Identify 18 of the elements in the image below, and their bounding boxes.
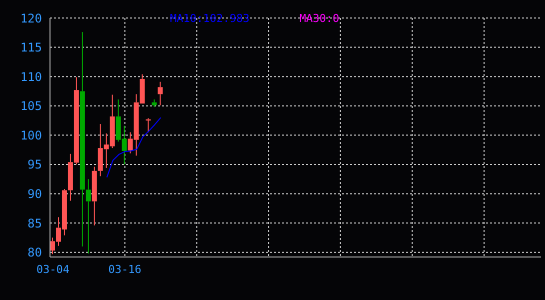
annotation: MA30:0 bbox=[299, 12, 340, 25]
x-tick-label: 03-16 bbox=[108, 262, 142, 276]
candlestick bbox=[86, 178, 91, 254]
y-tick-label: 90 bbox=[28, 186, 42, 201]
y-tick-label: 115 bbox=[20, 40, 42, 55]
candlestick bbox=[158, 81, 163, 106]
x-tick-label: 03-04 bbox=[36, 262, 70, 276]
text: MA10:102.983 bbox=[170, 12, 250, 25]
y-tick-label: 85 bbox=[28, 216, 42, 230]
y-tick-label: 110 bbox=[20, 70, 42, 84]
y-tick-label: 120 bbox=[20, 11, 42, 26]
line-series bbox=[106, 117, 162, 178]
y-tick-label: 80 bbox=[28, 246, 42, 260]
y-tick-label: 100 bbox=[20, 128, 42, 142]
y-tick-label: 105 bbox=[20, 99, 42, 114]
y-tick-label: 95 bbox=[28, 158, 42, 172]
candlestick bbox=[92, 166, 97, 226]
candlestick bbox=[80, 32, 85, 247]
